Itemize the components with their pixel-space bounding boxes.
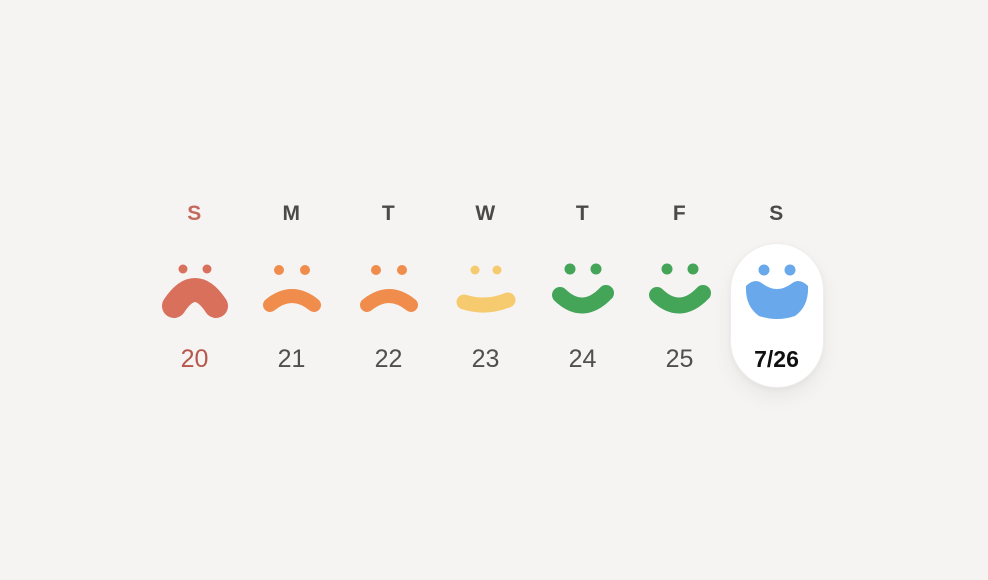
left-eye-dot xyxy=(758,264,769,275)
day-number: 21 xyxy=(277,345,306,373)
frown-face-icon xyxy=(353,255,425,332)
sad-face-icon xyxy=(159,255,231,332)
right-eye-dot xyxy=(687,263,698,274)
day-column[interactable]: S 20 xyxy=(146,200,243,374)
left-eye-dot xyxy=(564,263,575,274)
day-column[interactable]: T 22 xyxy=(340,200,437,374)
day-column[interactable]: W 23 xyxy=(437,200,534,374)
mouth-shape xyxy=(648,284,711,313)
day-column[interactable]: S 7/26 xyxy=(728,200,825,388)
mouth-shape xyxy=(745,280,808,319)
right-eye-dot xyxy=(396,264,407,275)
mouth-shape xyxy=(359,288,418,312)
mouth-shape xyxy=(551,284,614,313)
neutral-face-icon xyxy=(450,255,522,332)
day-number: 7/26 xyxy=(754,346,799,372)
day-number: 25 xyxy=(665,345,694,373)
right-eye-dot xyxy=(299,264,310,275)
mouth-shape xyxy=(456,292,515,312)
week-mood-strip: S 20 M 21 T xyxy=(146,200,825,388)
left-eye-dot xyxy=(370,264,381,275)
day-number: 24 xyxy=(568,345,597,373)
day-number: 22 xyxy=(374,345,403,373)
right-eye-dot xyxy=(590,263,601,274)
day-column[interactable]: M 21 xyxy=(243,200,340,374)
left-eye-dot xyxy=(178,264,187,273)
day-letter: W xyxy=(475,202,496,225)
day-letter: T xyxy=(575,202,590,225)
mouth-shape xyxy=(161,277,228,318)
right-eye-dot xyxy=(202,264,211,273)
day-column[interactable]: T 24 xyxy=(534,200,631,374)
day-letter: S xyxy=(769,202,784,225)
day-column[interactable]: F 25 xyxy=(631,200,728,374)
day-number: 20 xyxy=(180,345,209,373)
right-eye-dot xyxy=(492,265,501,274)
day-number: 23 xyxy=(471,345,500,373)
mouth-shape xyxy=(262,288,321,312)
smile-face-icon xyxy=(644,255,716,332)
frown-face-icon xyxy=(256,255,328,332)
big-smile-face-icon xyxy=(741,255,813,332)
left-eye-dot xyxy=(273,264,284,275)
day-letter: S xyxy=(187,202,202,225)
left-eye-dot xyxy=(470,265,479,274)
smile-face-icon xyxy=(547,255,619,332)
day-letter: F xyxy=(672,202,687,225)
right-eye-dot xyxy=(784,264,795,275)
left-eye-dot xyxy=(661,263,672,274)
day-letter: M xyxy=(282,202,301,225)
day-letter: T xyxy=(381,202,396,225)
